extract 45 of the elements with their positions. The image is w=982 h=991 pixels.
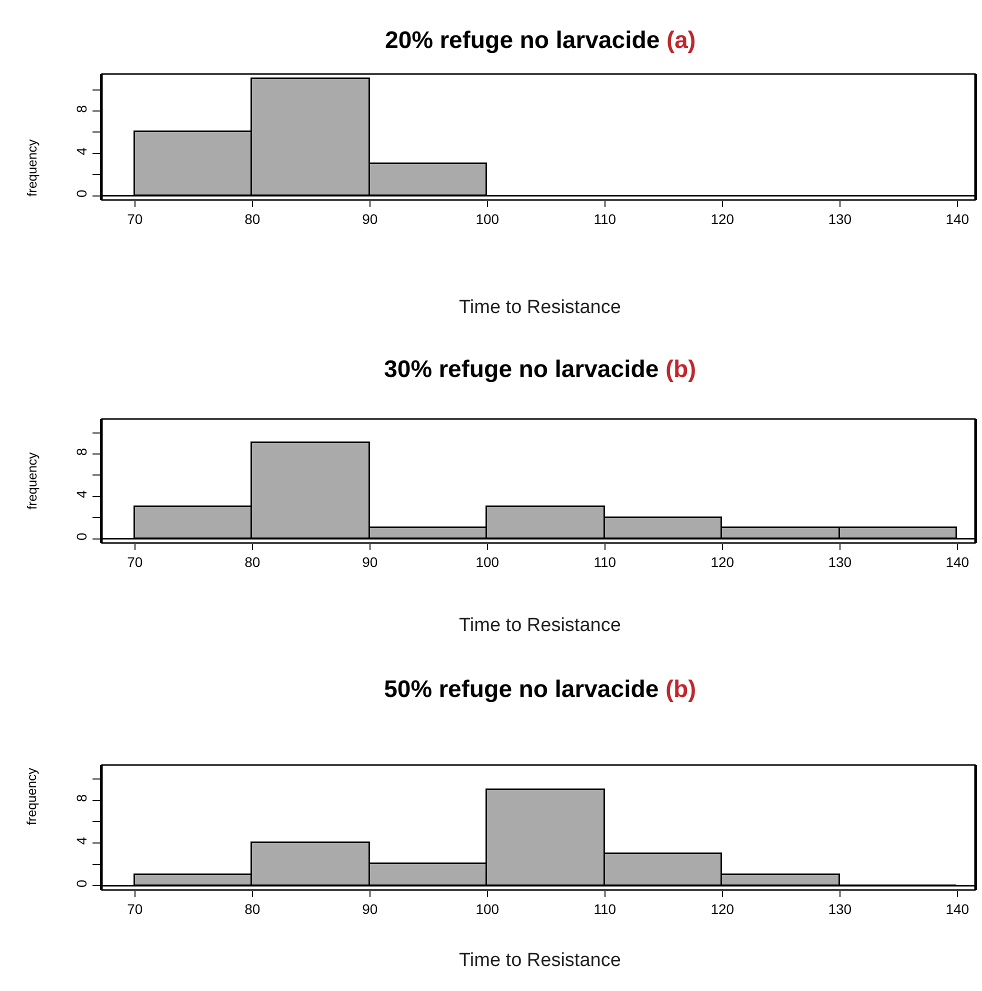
x-tick-label: 130 bbox=[828, 210, 852, 227]
x-axis-title: Time to Resistance bbox=[459, 950, 621, 971]
y-tick-label: 0 bbox=[74, 532, 90, 541]
x-tick-label: 100 bbox=[476, 554, 500, 570]
x-axis-title: Time to Resistance bbox=[459, 615, 621, 636]
y-tick-label: 0 bbox=[74, 880, 90, 888]
x-tick-label: 140 bbox=[946, 210, 970, 227]
x-tick-label: 100 bbox=[476, 210, 500, 227]
x-tick-label: 120 bbox=[710, 210, 734, 227]
y-axis-title: frequency bbox=[24, 138, 40, 196]
x-tick-label: 110 bbox=[594, 554, 616, 570]
x-tick-label: 70 bbox=[127, 554, 143, 570]
chart-title: 30% refuge no larvacide bbox=[384, 356, 659, 383]
text: (b) bbox=[665, 676, 696, 703]
x-tick-label: 90 bbox=[362, 554, 378, 570]
x-tick-label: 120 bbox=[710, 900, 734, 917]
x-tick-label: 110 bbox=[594, 210, 616, 227]
x-tick-label: 140 bbox=[946, 554, 970, 570]
y-tick-label: 4 bbox=[74, 147, 90, 156]
x-tick-label: 80 bbox=[244, 900, 260, 917]
y-tick-label: 4 bbox=[74, 490, 90, 498]
x-tick-label: 90 bbox=[362, 210, 378, 227]
y-tick-label: 8 bbox=[74, 448, 90, 456]
x-tick-label: 80 bbox=[244, 210, 260, 227]
x-tick-label: 80 bbox=[244, 554, 260, 570]
x-tick-label: 70 bbox=[127, 900, 143, 917]
y-tick-label: 0 bbox=[74, 190, 90, 198]
y-axis-title: frequency bbox=[24, 767, 39, 825]
text: (b) bbox=[665, 356, 696, 383]
x-tick-label: 70 bbox=[127, 210, 143, 227]
x-tick-label: 110 bbox=[594, 900, 616, 917]
y-axis-title: frequency bbox=[24, 452, 40, 510]
y-tick-label: 4 bbox=[74, 836, 90, 845]
chart-title: 20% refuge no larvacide bbox=[385, 27, 660, 54]
y-tick-label: 8 bbox=[74, 104, 90, 113]
text: (a) bbox=[666, 27, 696, 54]
chart-title: 50% refuge no larvacide bbox=[384, 676, 659, 703]
x-tick-label: 120 bbox=[710, 554, 734, 570]
x-tick-label: 140 bbox=[946, 900, 970, 917]
x-tick-label: 130 bbox=[828, 900, 852, 917]
y-tick-label: 8 bbox=[74, 794, 90, 802]
x-tick-label: 130 bbox=[828, 554, 852, 570]
x-tick-label: 100 bbox=[476, 900, 500, 917]
x-tick-label: 90 bbox=[362, 900, 378, 917]
x-axis-title: Time to Resistance bbox=[459, 297, 621, 318]
